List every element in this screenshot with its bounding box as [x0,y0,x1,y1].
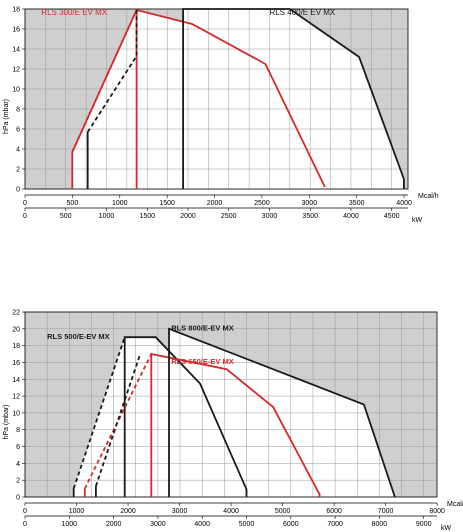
y-axis-label: hPa (mbar) [3,99,10,134]
y-tick-label: 18 [12,343,20,350]
x-tick-label-kw: 9000 [416,521,432,528]
x-tick-label-mcal: 0 [23,508,27,515]
x-tick-label-mcal: 6000 [326,508,342,515]
series-label: RLS 800/E-EV MX [171,324,234,333]
x-tick-label-kw: 1000 [62,521,78,528]
y-tick-label: 16 [12,27,20,34]
y-tick-label: 4 [16,461,20,468]
chart-1: RLS 300/E EV MX RLS 400/E EV MX 0 2 4 6 8 10 12 1… [3,7,439,225]
y-tick-label: 2 [16,478,20,485]
x-tick-label-mcal: 1500 [159,200,175,207]
series-outline [168,327,396,498]
x-tick-label-mcal: 3000 [302,200,318,207]
y-tick-label: 10 [12,410,20,417]
x-tick-label-mcal: 3000 [172,508,188,515]
x-tick-label-kw: 2000 [106,521,122,528]
y-tick-label: 20 [12,326,20,333]
x-tick-label-kw: 0 [23,213,27,220]
series-outline [71,8,326,189]
x-tick-label-mcal: 1000 [69,508,85,515]
y-tick-label: 12 [12,394,20,401]
x-tick-label-kw: 7000 [327,521,343,528]
y-tick-label: 0 [16,495,20,502]
series-rls-800-e-ev-mx: RLS 800/E-EV MX [95,324,396,498]
series-outline [150,352,321,497]
series-outline [182,8,405,189]
x-tick-label-kw: 8000 [372,521,388,528]
x-tick-label-kw: 3000 [150,521,166,528]
y-tick-label: 14 [12,377,20,384]
field-area-min [87,10,137,189]
x-unit-mcal: Mcal/h [447,501,463,508]
series-label: RLS 300/E EV MX [41,8,107,17]
y-tick-label: 8 [16,107,20,114]
x-tick-label-kw: 1000 [99,213,115,220]
x-unit-kw: kW [412,217,423,224]
series-min-curve [72,336,126,489]
y-tick-label: 16 [12,360,20,367]
x-tick-label-mcal: 2000 [120,508,136,515]
x-tick-label-kw: 2500 [221,213,237,220]
x-tick-label-mcal: 2500 [254,200,270,207]
x-tick-label-kw: 4500 [384,213,400,220]
x-tick-label-kw: 3500 [302,213,318,220]
x-tick-label-kw: 4000 [343,213,359,220]
x-unit-mcal: Mcal/h [418,193,439,200]
y-axis-label: hPa (mbar) [3,404,10,439]
x-tick-label-kw: 6000 [283,521,299,528]
x-tick-label-mcal: 500 [67,200,79,207]
x-tick-label-kw: 1500 [139,213,155,220]
series-rls-500-e-ev-mx: RLS 500/E-EV MX [47,332,248,497]
x-tick-label-kw: 4000 [194,521,210,528]
y-tick-label: 10 [12,87,20,94]
series-rls-400-e-ev-mx: RLS 400/E EV MX [86,8,405,189]
x-tick-label-mcal: 8000 [429,508,445,515]
x-tick-label-mcal: 0 [23,200,27,207]
y-tick-label: 18 [12,7,20,14]
x-tick-label-mcal: 1000 [112,200,128,207]
x-tick-label-kw: 0 [23,521,27,528]
x-unit-kw: kW [441,525,452,532]
x-tick-label-mcal: 2000 [207,200,223,207]
x-tick-label-kw: 500 [60,213,72,220]
y-tick-label: 14 [12,47,20,54]
x-tick-label-mcal: 7000 [378,508,394,515]
x-tick-label-kw: 3000 [262,213,278,220]
series-min-curve [95,353,142,487]
x-tick-label-kw: 2000 [180,213,196,220]
plot-frame [24,311,438,498]
y-tick-label: 8 [16,427,20,434]
y-tick-label: 12 [12,67,20,74]
x-tick-label-mcal: 4000 [396,200,412,207]
series-outline [123,336,248,497]
y-tick-label: 0 [16,187,20,194]
series-min-curve [86,10,138,133]
series-min-curve [71,9,138,153]
x-tick-label-mcal: 4000 [223,508,239,515]
y-tick-label: 4 [16,147,20,154]
series-rls-650-e-ev-mx: RLS 650/E-EV MX [83,352,321,497]
x-tick-label-mcal: 5000 [275,508,291,515]
chart-2: RLS 500/E-EV MX RLS 650/E-EV MX RLS 800/E-… [3,310,463,532]
y-tick-label: 6 [16,444,20,451]
y-tick-label: 2 [16,167,20,174]
series-label: RLS 500/E-EV MX [47,332,110,341]
series-label: RLS 650/E-EV MX [171,357,234,366]
x-tick-label-kw: 5000 [239,521,255,528]
x-tick-label-mcal: 3500 [349,200,365,207]
field-area [183,9,404,189]
y-tick-label: 22 [12,310,20,317]
y-tick-label: 6 [16,127,20,134]
series-label: RLS 400/E EV MX [269,8,335,17]
